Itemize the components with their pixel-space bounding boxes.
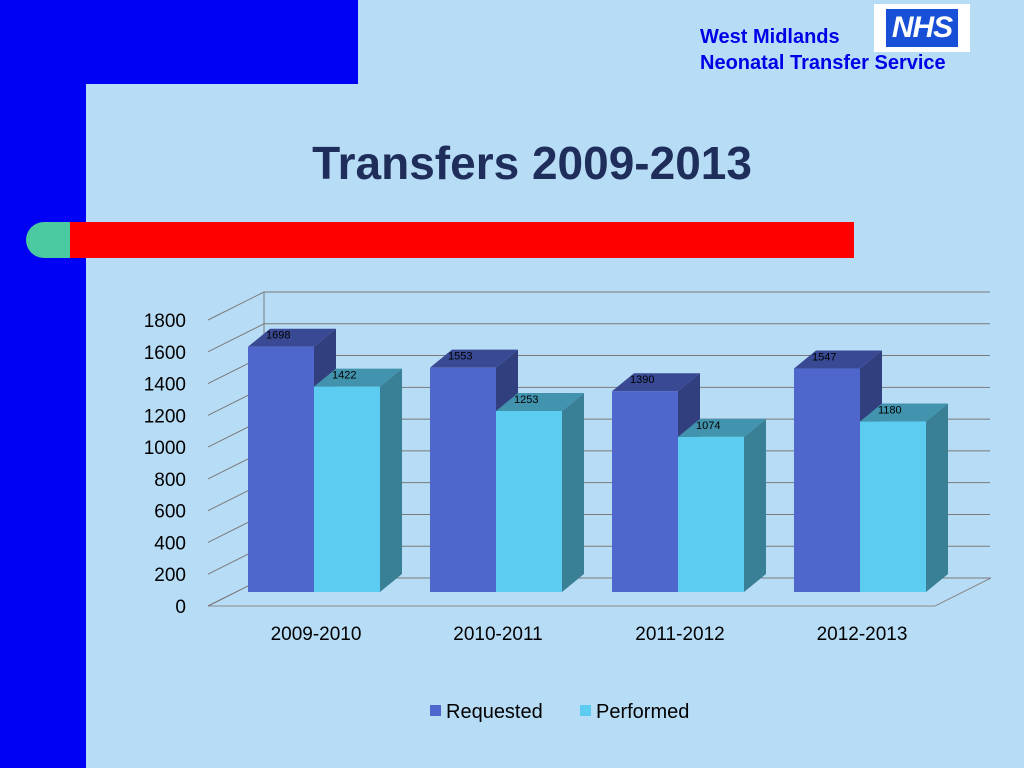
bar-top	[612, 373, 700, 392]
data-label: 1180	[878, 405, 902, 417]
y-tick-label: 1000	[144, 438, 186, 459]
data-label: 1698	[266, 330, 290, 342]
nhs-logo-text: NHS	[885, 9, 959, 47]
bar	[612, 391, 678, 592]
bar-side	[562, 393, 584, 592]
bar	[860, 421, 926, 592]
legend-swatch	[430, 705, 441, 716]
gridline-side	[207, 323, 265, 353]
bar-top	[496, 393, 584, 412]
bar-side	[380, 368, 402, 592]
y-tick-label: 1400	[144, 375, 186, 396]
legend-swatch	[580, 705, 591, 716]
title-rule-bar	[70, 222, 854, 258]
bar-side	[744, 418, 766, 592]
y-tick-label: 0	[175, 597, 186, 618]
gridline-side	[207, 291, 265, 321]
y-tick-label: 800	[154, 470, 186, 491]
organization-name-line1: West Midlands	[700, 26, 840, 48]
x-tick-label: 2009-2010	[271, 624, 362, 645]
y-tick-label: 600	[154, 502, 186, 523]
top-blue-panel	[0, 0, 358, 84]
bar-top	[430, 349, 518, 368]
data-label: 1253	[514, 394, 538, 406]
bar-top	[794, 350, 882, 369]
bar	[430, 367, 496, 592]
bar	[496, 411, 562, 592]
bar	[314, 386, 380, 592]
bar-top	[678, 418, 766, 437]
x-tick-label: 2010-2011	[453, 624, 542, 645]
y-tick-label: 200	[154, 565, 186, 586]
nhs-logo: NHS	[874, 4, 970, 52]
organization-name-line2: Neonatal Transfer Service	[700, 52, 946, 74]
data-label: 1553	[448, 351, 472, 363]
data-label: 1390	[630, 374, 654, 386]
bar	[248, 346, 314, 592]
y-tick-label: 1600	[144, 343, 186, 364]
slide-title: Transfers 2009-2013	[312, 137, 752, 189]
left-blue-panel	[0, 0, 86, 768]
bar-side	[926, 403, 948, 592]
data-label: 1074	[696, 420, 720, 432]
bar	[794, 368, 860, 592]
bar-top	[248, 328, 336, 347]
bar-top	[860, 403, 948, 422]
data-label: 1422	[332, 370, 356, 382]
x-tick-label: 2011-2012	[635, 624, 724, 645]
y-tick-label: 400	[154, 533, 186, 554]
y-tick-label: 1800	[144, 311, 186, 332]
y-tick-label: 1200	[144, 406, 186, 427]
legend-label: Performed	[596, 701, 689, 723]
bar	[678, 436, 744, 592]
organization-name: West Midlands Neonatal Transfer Service	[700, 24, 946, 76]
data-label: 1547	[812, 352, 836, 364]
legend-label: Requested	[446, 701, 543, 723]
bar-top	[314, 368, 402, 387]
x-tick-label: 2012-2013	[817, 624, 908, 645]
